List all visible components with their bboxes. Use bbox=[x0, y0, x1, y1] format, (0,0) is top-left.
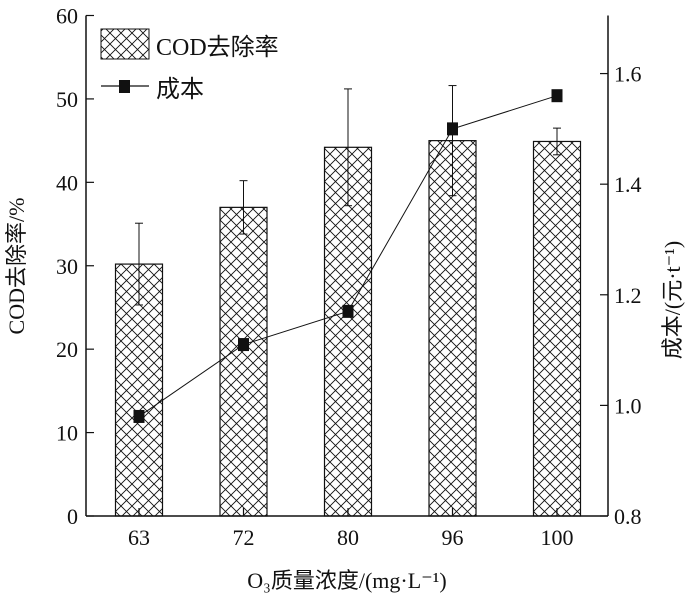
y2-tick-label-1.6: 1.6 bbox=[614, 62, 642, 87]
bar-72 bbox=[219, 206, 268, 517]
y-tick-label-20: 20 bbox=[56, 337, 78, 362]
y-tick-label-40: 40 bbox=[56, 170, 78, 195]
cost-line-layer bbox=[133, 89, 563, 423]
cost-point-72 bbox=[238, 338, 249, 352]
x-axis-title: O₃质量浓度/(mg·L⁻¹) bbox=[247, 568, 446, 593]
y2-tick-label-0.8: 0.8 bbox=[614, 504, 642, 529]
axes-layer: 0 10 20 30 40 50 60 0.8 1.0 1.2 1.4 1.6 63 72 80 96 100 bbox=[56, 4, 642, 551]
x-tick-label-63: 63 bbox=[128, 525, 150, 550]
legend-swatch-cod bbox=[100, 28, 150, 60]
bar-96 bbox=[428, 140, 477, 517]
y-axis-title: COD去除率/% bbox=[4, 198, 29, 335]
x-tick-label-80: 80 bbox=[337, 525, 359, 550]
bar-100 bbox=[532, 140, 582, 517]
y2-tick-label-1.2: 1.2 bbox=[614, 283, 642, 308]
y2-tick-label-1.0: 1.0 bbox=[614, 393, 642, 418]
legend-label-cost: 成本 bbox=[156, 76, 204, 103]
cost-point-100 bbox=[551, 89, 563, 103]
legend-marker-cost bbox=[119, 80, 130, 93]
x-tick-label-96: 96 bbox=[442, 525, 464, 550]
bar-63 bbox=[114, 263, 164, 517]
y-tick-label-60: 60 bbox=[56, 4, 78, 29]
x-tick-label-100: 100 bbox=[541, 525, 574, 550]
legend-label-cod: COD去除率 bbox=[156, 34, 279, 61]
y-tick-label-30: 30 bbox=[56, 254, 78, 279]
cost-point-96 bbox=[447, 122, 458, 136]
y-tick-label-10: 10 bbox=[56, 421, 78, 446]
y2-tick-label-1.4: 1.4 bbox=[614, 172, 642, 197]
legend: COD去除率 成本 bbox=[100, 28, 279, 103]
error-bars-layer bbox=[135, 85, 561, 306]
y-tick-label-0: 0 bbox=[67, 504, 78, 529]
cost-point-80 bbox=[342, 304, 354, 318]
y-tick-label-50: 50 bbox=[56, 87, 78, 112]
y2-axis-title: 成本/(元·t⁻¹) bbox=[660, 241, 685, 359]
x-tick-label-72: 72 bbox=[233, 525, 255, 550]
cost-point-63 bbox=[133, 409, 145, 423]
